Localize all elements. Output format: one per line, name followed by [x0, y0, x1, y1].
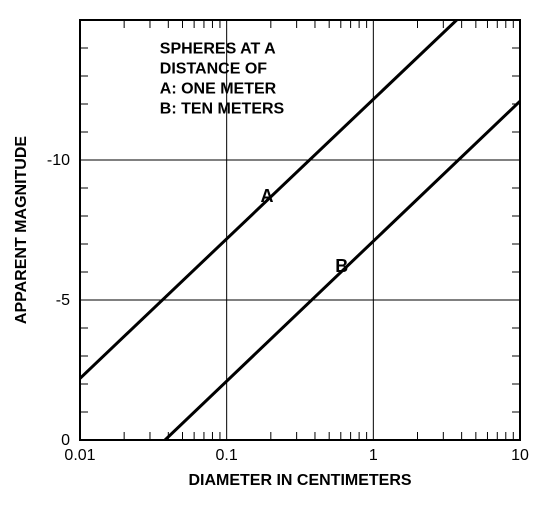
y-axis-label: APPARENT MAGNITUDE: [13, 136, 30, 324]
y-tick-label: -10: [47, 152, 70, 169]
y-tick-label: 0: [61, 432, 70, 449]
annotation-line: B: TEN METERS: [160, 101, 285, 118]
y-tick-label: -5: [56, 292, 70, 309]
x-tick-label: 10: [511, 447, 529, 464]
annotation-line: SPHERES AT A: [160, 41, 276, 58]
x-tick-label: 0.01: [64, 447, 95, 464]
x-tick-label: 0.1: [216, 447, 238, 464]
chart-container: A B SPHERES AT A DISTANCE OF A: ONE METER B: …: [0, 0, 541, 517]
annotation-line: DISTANCE OF: [160, 61, 267, 78]
series-label-B: B: [335, 256, 348, 276]
series-label-A: A: [260, 186, 273, 206]
annotation-line: A: ONE METER: [160, 81, 277, 98]
x-tick-label: 1: [369, 447, 378, 464]
chart-svg: A B SPHERES AT A DISTANCE OF A: ONE METER B: …: [0, 0, 541, 517]
x-axis-label: DIAMETER IN CENTIMETERS: [188, 472, 411, 489]
